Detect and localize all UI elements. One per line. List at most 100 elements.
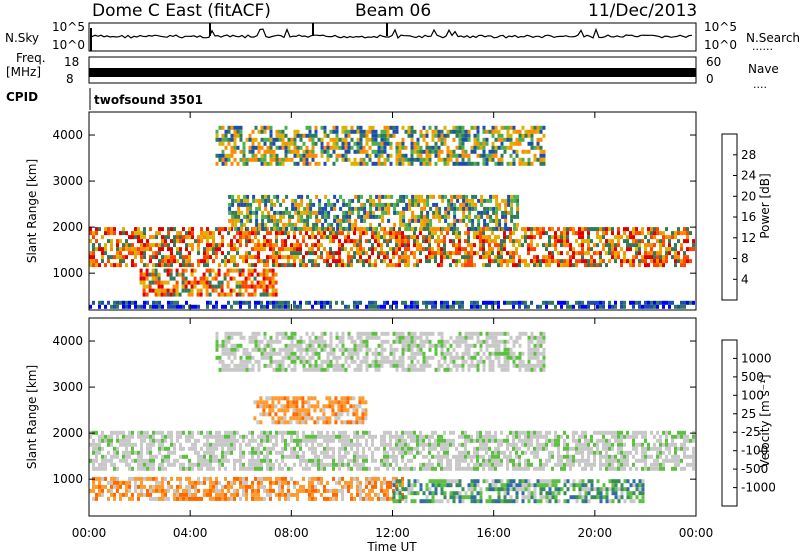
velocity-cell [386,492,389,497]
power-cell [377,235,380,240]
velocity-cell [521,491,525,496]
velocity-cell [500,442,503,447]
power-cell [188,235,191,240]
power-cell [245,239,248,244]
power-cell [362,133,366,138]
power-cell [284,300,287,305]
power-cell [302,149,306,154]
power-cell [464,161,468,166]
power-cell [338,231,341,236]
velocity-cell [473,499,477,504]
power-cell [440,247,443,252]
power-cell [264,222,268,227]
power-cell [446,251,449,256]
velocity-cell [659,446,662,451]
velocity-cell [377,496,380,501]
power-cell [279,202,283,207]
velocity-cell [158,496,161,501]
power-cell [293,304,296,309]
power-cell [157,280,161,285]
power-cell [389,153,393,158]
velocity-cell [242,476,245,481]
power-cell [542,153,546,158]
power-cell [512,304,515,309]
power-cell [548,235,551,240]
power-cell [279,214,283,219]
power-cell [122,247,125,252]
power-cell [458,243,461,248]
power-cell [584,239,587,244]
velocity-cell [491,438,494,443]
power-cell [581,304,584,309]
velocity-cell [362,450,365,455]
power-cell [369,222,373,227]
freq-band [89,68,696,77]
power-cell [408,218,412,223]
power-cell [356,129,360,134]
velocity-cell [434,446,437,451]
power-cell [569,304,572,309]
velocity-cell [314,476,317,481]
power-cell [282,214,286,219]
power-cell [575,231,578,236]
velocity-cell [362,434,365,439]
velocity-cell [572,458,575,463]
power-cell [434,231,437,236]
power-cell [548,227,551,232]
power-cell [140,247,143,252]
power-cell [407,133,411,138]
velocity-cell [443,450,446,455]
power-cell [587,247,590,252]
power-cell [518,243,521,248]
power-cell [311,137,315,142]
velocity-cell [314,496,317,501]
power-cell [329,304,332,309]
power-cell [260,125,264,130]
velocity-cell [206,476,209,481]
velocity-cell [149,492,152,497]
power-cell [234,222,238,227]
velocity-cell [461,454,464,459]
power-cell [473,300,476,305]
velocity-cell [245,492,248,497]
power-cell [288,218,292,223]
power-cell [383,231,386,236]
power-cell [389,125,393,130]
power-cell [518,263,521,268]
velocity-cell [452,491,456,496]
power-cell [185,259,188,264]
power-cell [593,259,596,264]
power-cell [662,235,665,240]
power-cell [428,247,431,252]
power-cell [536,231,539,236]
power-cell [476,129,480,134]
velocity-cell [149,446,152,451]
power-cell [443,227,446,232]
power-cell [425,247,428,252]
velocity-cell [341,430,344,435]
velocity-cell [491,483,495,488]
velocity-cell [203,476,206,481]
power-cell [215,304,218,309]
velocity-cell [335,434,338,439]
velocity-cell [110,484,113,489]
power-cell [332,145,336,150]
velocity-cell [434,466,437,471]
power-cell [152,255,155,260]
power-cell [296,243,299,248]
power-cell [494,149,498,154]
velocity-cell [383,462,386,467]
velocity-cell [485,442,488,447]
velocity-cell [206,442,209,447]
power-cell [602,300,605,305]
power-cell [248,145,252,150]
velocity-cell [632,438,635,443]
velocity-cell [224,484,227,489]
velocity-cell [593,458,596,463]
power-cell [374,231,377,236]
power-cell [230,161,234,166]
power-cell [353,129,357,134]
velocity-cell [596,446,599,451]
velocity-cell [317,488,320,493]
power-cell [401,161,405,166]
